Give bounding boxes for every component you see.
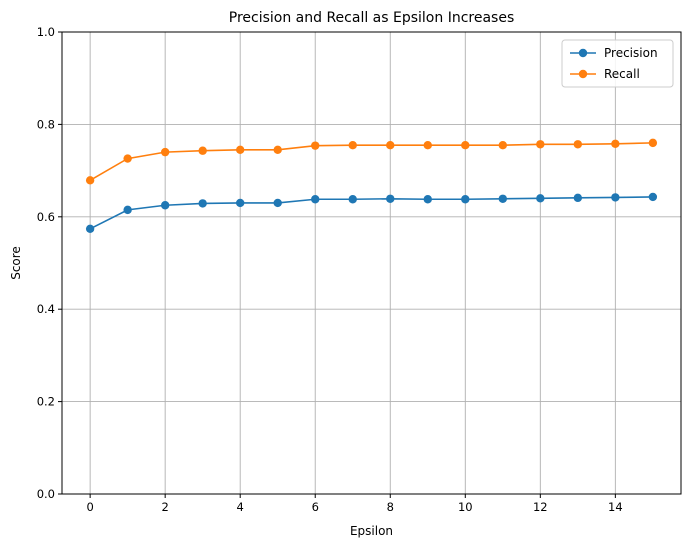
data-point-precision bbox=[123, 205, 132, 215]
x-axis-label: Epsilon bbox=[350, 524, 393, 538]
data-point-precision bbox=[348, 195, 357, 204]
grid bbox=[62, 31, 681, 495]
data-point-precision bbox=[423, 195, 432, 204]
data-point-precision bbox=[160, 201, 170, 210]
y-tick-label: 0.8 bbox=[37, 117, 55, 131]
data-point-precision bbox=[648, 192, 658, 202]
data-point-recall bbox=[611, 139, 620, 149]
y-axis-label: Score bbox=[9, 246, 23, 280]
data-point-recall bbox=[85, 176, 95, 185]
data-point-precision bbox=[461, 195, 470, 204]
data-point-precision bbox=[573, 193, 583, 203]
data-point-precision bbox=[273, 198, 282, 208]
x-tick-label: 4 bbox=[237, 500, 244, 514]
data-point-recall bbox=[348, 140, 357, 150]
y-tick-label: 0.6 bbox=[37, 210, 55, 224]
data-point-recall bbox=[461, 140, 470, 150]
chart-title: Precision and Recall as Epsilon Increase… bbox=[229, 10, 514, 26]
y-tick-label: 0.0 bbox=[37, 487, 55, 501]
data-point-recall bbox=[235, 145, 245, 155]
y-tick-label: 1.0 bbox=[37, 25, 55, 39]
x-tick-label: 6 bbox=[312, 500, 319, 514]
legend-label-precision: Precision bbox=[604, 46, 658, 60]
data-point-recall bbox=[123, 154, 132, 163]
legend-label-recall: Recall bbox=[604, 67, 640, 81]
data-point-recall bbox=[198, 146, 207, 155]
legend-marker-precision bbox=[578, 48, 588, 58]
series-recall bbox=[85, 138, 658, 185]
data-point-recall bbox=[311, 141, 320, 150]
data-point-precision bbox=[311, 195, 320, 204]
data-point-precision bbox=[611, 193, 620, 202]
y-tick-label: 0.2 bbox=[37, 395, 55, 409]
legend-box bbox=[561, 39, 674, 88]
data-point-precision bbox=[198, 199, 207, 208]
series-line-precision bbox=[89, 196, 653, 230]
x-tick-label: 0 bbox=[86, 500, 93, 514]
data-point-precision bbox=[536, 194, 545, 203]
x-tick-label: 12 bbox=[533, 500, 548, 514]
data-point-precision bbox=[235, 198, 245, 208]
x-tick-label: 10 bbox=[458, 500, 473, 514]
axis-ticks: 0 2 4 6 8 10 12 14 0.0 0.2 0.4 0.6 0.8 1.0 bbox=[37, 25, 623, 514]
plot-frame bbox=[61, 31, 682, 495]
legend: Precision Recall bbox=[561, 39, 674, 88]
data-point-recall bbox=[423, 140, 432, 150]
x-tick-label: 8 bbox=[387, 500, 394, 514]
series-line-recall bbox=[89, 142, 653, 181]
data-point-recall bbox=[386, 140, 395, 150]
data-point-recall bbox=[160, 147, 170, 157]
data-point-precision bbox=[85, 224, 95, 234]
data-point-recall bbox=[498, 140, 508, 150]
data-point-precision bbox=[498, 194, 508, 203]
legend-marker-recall bbox=[578, 69, 588, 79]
x-tick-label: 14 bbox=[608, 500, 623, 514]
data-point-recall bbox=[273, 145, 282, 155]
y-tick-label: 0.4 bbox=[37, 302, 55, 316]
data-point-recall bbox=[573, 140, 583, 149]
series-precision bbox=[85, 192, 658, 234]
data-point-recall bbox=[536, 140, 545, 149]
data-point-precision bbox=[386, 194, 395, 203]
data-point-recall bbox=[648, 138, 658, 148]
series-group bbox=[85, 138, 658, 234]
x-tick-label: 2 bbox=[162, 500, 169, 514]
